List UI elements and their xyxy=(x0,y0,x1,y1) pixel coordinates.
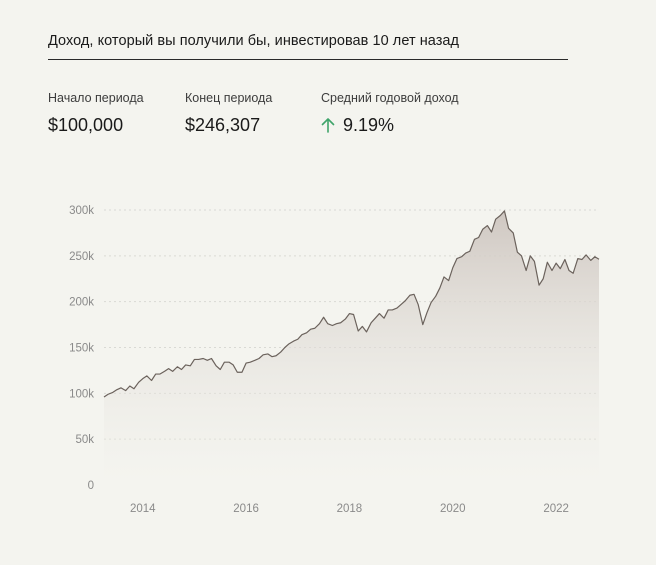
stat-end-label: Конец периода xyxy=(185,91,273,105)
y-tick-label: 100k xyxy=(69,388,94,400)
x-axis: 2014 2016 2018 2020 2022 xyxy=(130,503,569,515)
x-tick-label: 2016 xyxy=(233,503,259,515)
page-title: Доход, который вы получили бы, инвестиро… xyxy=(48,33,460,49)
y-tick-label: 50k xyxy=(75,434,94,446)
stat-annual-value-row: 9.19% xyxy=(321,115,459,136)
x-tick-label: 2020 xyxy=(440,503,466,515)
y-tick-label: 0 xyxy=(88,480,94,492)
stat-end-value: $246,307 xyxy=(185,115,261,135)
series-area xyxy=(104,210,599,486)
series-line xyxy=(103,210,600,398)
stat-start-label: Начало периода xyxy=(48,91,144,105)
y-axis: 0 50k 100k 150k 200k 250k 300k xyxy=(69,205,94,492)
stat-start: Начало периода $100,000 xyxy=(48,91,144,136)
y-tick-label: 200k xyxy=(69,297,94,309)
arrow-up-icon xyxy=(321,118,335,133)
y-tick-label: 300k xyxy=(69,205,94,217)
stat-end: Конец периода $246,307 xyxy=(185,91,272,136)
chart-series xyxy=(103,210,600,486)
stat-annual-value: 9.19% xyxy=(343,115,395,135)
stat-start-value: $100,000 xyxy=(48,115,124,135)
title-divider xyxy=(48,59,568,60)
y-tick-label: 250k xyxy=(69,251,94,263)
x-tick-label: 2022 xyxy=(543,503,569,515)
x-tick-label: 2014 xyxy=(130,503,156,515)
y-tick-label: 150k xyxy=(69,343,94,355)
x-tick-label: 2018 xyxy=(337,503,363,515)
stat-annual-label: Средний годовой доход xyxy=(321,91,459,105)
stat-annual: Средний годовой доход 9.19% xyxy=(321,91,459,136)
